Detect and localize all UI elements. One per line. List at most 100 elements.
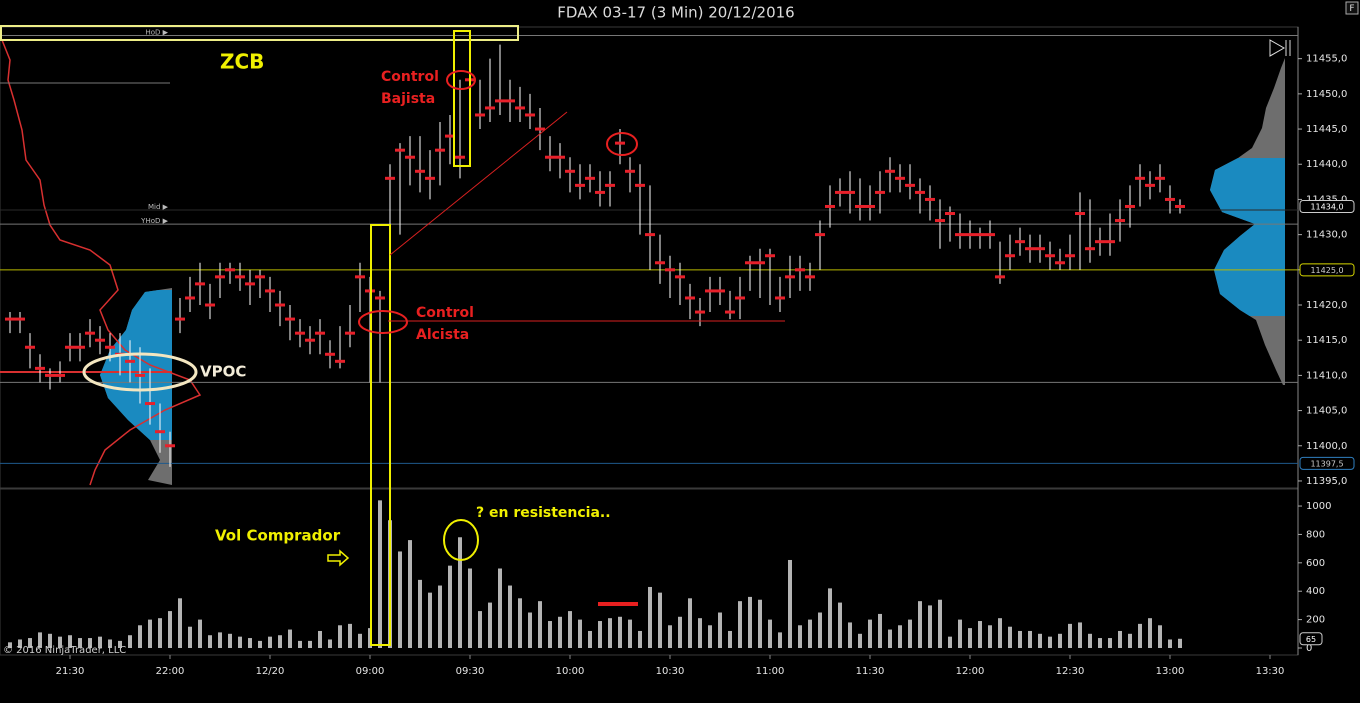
y-tick-label: 800 — [1306, 529, 1325, 540]
volume-bar — [498, 568, 502, 648]
price-marker-label: 11425,0 — [1310, 266, 1343, 275]
price-close — [75, 345, 85, 349]
volume-bar — [798, 625, 802, 648]
volume-bar — [738, 601, 742, 648]
volume-bar — [1068, 623, 1072, 648]
volume-bar — [908, 619, 912, 648]
annotation: Vol Comprador — [215, 527, 341, 545]
volume-bar — [248, 638, 252, 648]
price-close — [1045, 254, 1055, 258]
x-tick-label: 09:00 — [356, 666, 385, 677]
volume-bar — [378, 500, 382, 648]
price-close — [245, 282, 255, 286]
price-close — [1075, 212, 1085, 216]
volume-bar — [58, 636, 62, 648]
volume-bar — [668, 625, 672, 648]
volume-bar — [538, 601, 542, 648]
annotation: ? en resistencia.. — [476, 505, 611, 521]
float-button[interactable] — [1345, 1, 1359, 15]
volume-bar — [658, 592, 662, 648]
volume-bar — [988, 625, 992, 648]
price-close — [175, 317, 185, 321]
price-close — [1085, 247, 1095, 251]
volume-bar — [818, 612, 822, 648]
volume-bar — [878, 613, 882, 648]
price-close — [1015, 240, 1025, 244]
x-tick-label: 11:00 — [756, 666, 785, 677]
y-tick-label: 600 — [1306, 558, 1325, 569]
price-close — [215, 275, 225, 279]
price-close — [565, 169, 575, 173]
volume-bar — [508, 585, 512, 648]
volume-bar — [18, 639, 22, 648]
volume-bar — [28, 638, 32, 648]
volume-bar — [358, 633, 362, 648]
price-close — [895, 176, 905, 180]
level-label: HoD ▶ — [145, 28, 168, 36]
price-marker-label: 11397,5 — [1310, 459, 1343, 468]
marker-circle — [446, 70, 476, 90]
float-button-label[interactable]: F — [1349, 4, 1354, 14]
price-close — [1055, 261, 1065, 265]
price-close — [795, 268, 805, 272]
price-close — [885, 169, 895, 173]
price-close — [705, 289, 715, 293]
volume-bar — [188, 626, 192, 648]
price-close — [135, 373, 145, 377]
price-close — [375, 296, 385, 300]
volume-bar — [278, 635, 282, 648]
annotation: VPOC — [200, 363, 246, 381]
volume-bar — [8, 642, 12, 648]
price-close — [645, 233, 655, 237]
price-close — [985, 233, 995, 237]
x-tick-label: 09:30 — [456, 666, 485, 677]
volume-bar — [578, 619, 582, 648]
price-close — [955, 233, 965, 237]
volume-bar — [1008, 626, 1012, 648]
volume-bar — [338, 625, 342, 648]
annotation: Alcista — [416, 327, 469, 343]
volume-bar — [218, 632, 222, 648]
volume-bar — [748, 596, 752, 648]
volume-bar — [688, 598, 692, 648]
price-close — [915, 190, 925, 194]
price-close — [935, 219, 945, 223]
price-close — [865, 204, 875, 208]
price-close — [145, 402, 155, 406]
price-close — [15, 317, 25, 321]
volume-bar — [318, 630, 322, 648]
volume-bar — [698, 618, 702, 648]
price-close — [435, 148, 445, 152]
annotation: Control — [416, 305, 474, 321]
price-close — [485, 106, 495, 110]
price-close — [855, 204, 865, 208]
x-tick-label: 11:30 — [856, 666, 885, 677]
price-close — [655, 261, 665, 265]
price-close — [105, 345, 115, 349]
volume-bar — [158, 618, 162, 648]
price-close — [425, 176, 435, 180]
volume-bar — [948, 636, 952, 648]
price-close — [495, 99, 505, 103]
volume-bar — [788, 559, 792, 648]
price-close — [975, 233, 985, 237]
x-tick-label: 12/20 — [256, 666, 285, 677]
y-tick-label: 11400,0 — [1306, 441, 1347, 452]
price-close — [825, 204, 835, 208]
price-close — [715, 289, 725, 293]
volume-bar — [1138, 623, 1142, 648]
volume-bar — [238, 636, 242, 648]
volume-bar — [308, 640, 312, 648]
price-close — [905, 183, 915, 187]
volume-bar — [38, 632, 42, 648]
y-tick-label: 11450,0 — [1306, 89, 1347, 100]
price-close — [1025, 247, 1035, 251]
price-close — [235, 275, 245, 279]
price-close — [575, 183, 585, 187]
volume-bar — [928, 605, 932, 648]
y-tick-label: 200 — [1306, 615, 1325, 626]
price-close — [1005, 254, 1015, 258]
volume-bar — [118, 640, 122, 648]
volume-bar — [568, 611, 572, 648]
